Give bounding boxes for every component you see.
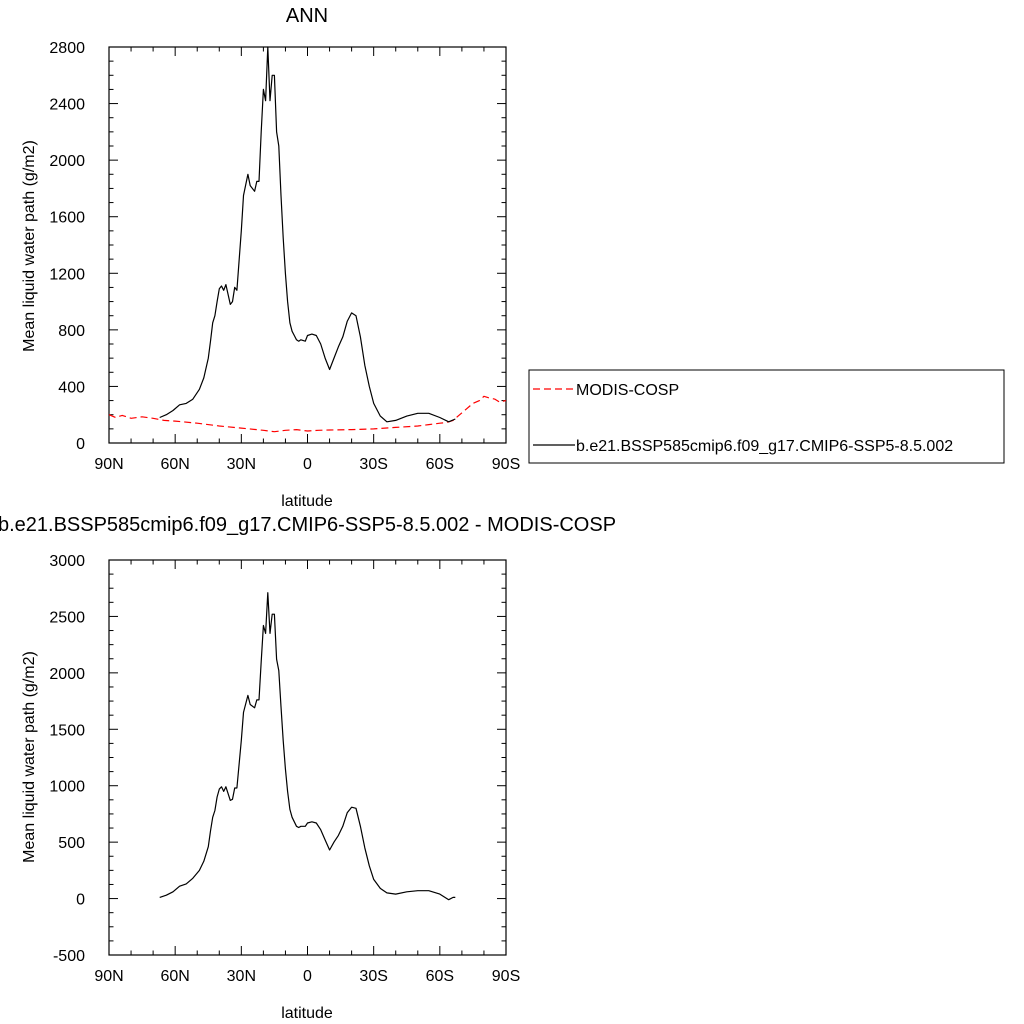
y-tick-label: 0 <box>76 436 85 453</box>
tick-labels: 90N 60N 30N 0 30S 60S 90S 0 400 800 1200 1600 2000 24… <box>49 40 520 473</box>
y-axis-label: Mean liquid water path (g/m2) <box>21 140 38 352</box>
legend-box <box>528 369 1005 464</box>
x-tick-label: 0 <box>303 968 312 985</box>
y-tick-label: 800 <box>58 323 85 340</box>
data-series <box>108 46 507 433</box>
x-tick-label: 30S <box>359 456 387 473</box>
y-tick-label: 1600 <box>49 210 85 227</box>
y-tick-label: 1000 <box>49 779 85 796</box>
series-line-model <box>159 592 456 901</box>
x-tick-label: 0 <box>303 456 312 473</box>
y-tick-label: -500 <box>53 948 85 965</box>
plot-frame <box>108 559 507 956</box>
x-tick-label: 60N <box>160 456 189 473</box>
x-tick-label: 90N <box>94 456 123 473</box>
panel-bottom: b.e21.BSSP585cmip6.f09_g17.CMIP6-SSP5-8.… <box>0 514 616 1022</box>
y-tick-label: 3000 <box>49 553 85 570</box>
y-tick-label: 2800 <box>49 40 85 57</box>
y-tick-label: 2500 <box>49 609 85 626</box>
x-tick-label: 90S <box>492 968 520 985</box>
axis-ticks <box>108 46 507 444</box>
x-axis-label: latitude <box>281 493 333 510</box>
legend-label-model: b.e21.BSSP585cmip6.f09_g17.CMIP6-SSP5-8.… <box>576 438 953 455</box>
y-axis-label: Mean liquid water path (g/m2) <box>21 651 38 863</box>
panel-top: ANN Mean liquid water path (g/m2) latitu… <box>21 5 1005 510</box>
plot-frame <box>108 46 507 444</box>
tick-labels: 90N 60N 30N 0 30S 60S 90S -500 0 500 1000 1500 2000 2… <box>49 553 520 985</box>
series-line-model <box>159 46 456 423</box>
x-tick-label: 30N <box>227 968 256 985</box>
chart-title: ANN <box>286 5 328 27</box>
y-tick-label: 2000 <box>49 153 85 170</box>
y-tick-label: 400 <box>58 379 85 396</box>
y-tick-label: 1500 <box>49 722 85 739</box>
y-tick-label: 2000 <box>49 666 85 683</box>
series-line-modis <box>108 395 507 433</box>
x-tick-label: 60N <box>160 968 189 985</box>
x-tick-label: 60S <box>426 968 454 985</box>
axis-ticks <box>108 559 507 956</box>
legend: MODIS-COSP b.e21.BSSP585cmip6.f09_g17.CM… <box>528 369 1005 464</box>
x-axis-label: latitude <box>281 1005 333 1022</box>
chart-title: b.e21.BSSP585cmip6.f09_g17.CMIP6-SSP5-8.… <box>0 514 616 536</box>
y-tick-label: 0 <box>76 892 85 909</box>
x-tick-label: 90S <box>492 456 520 473</box>
y-tick-label: 2400 <box>49 97 85 114</box>
y-tick-label: 500 <box>58 835 85 852</box>
data-series <box>159 592 456 901</box>
x-tick-label: 30N <box>227 456 256 473</box>
x-tick-label: 60S <box>426 456 454 473</box>
y-tick-label: 1200 <box>49 266 85 283</box>
x-tick-label: 90N <box>94 968 123 985</box>
x-tick-label: 30S <box>359 968 387 985</box>
legend-label-modis: MODIS-COSP <box>576 382 679 399</box>
